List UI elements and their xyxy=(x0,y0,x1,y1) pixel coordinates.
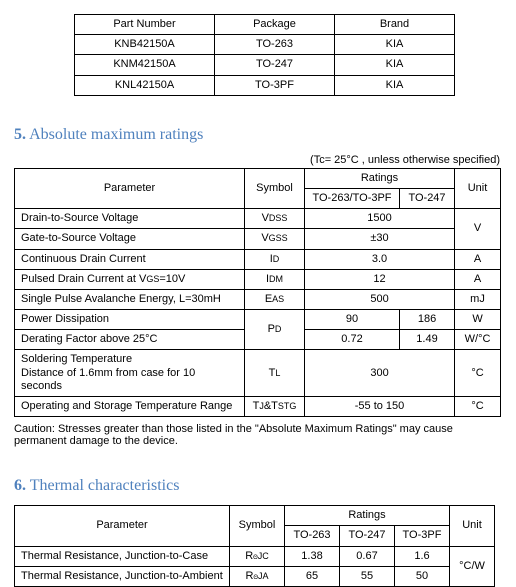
parts-header-row: Part Number Package Brand xyxy=(75,15,455,35)
param: Power Dissipation xyxy=(15,310,245,330)
value: 90 xyxy=(305,310,400,330)
section6-heading: 6. Thermal characteristics xyxy=(14,477,502,495)
hdr-c1: TO-263 xyxy=(285,526,340,546)
section-title: Thermal characteristics xyxy=(30,477,180,494)
cell: KNM42150A xyxy=(75,55,215,75)
hdr-parameter: Parameter xyxy=(15,168,245,208)
cell: KIA xyxy=(335,75,455,95)
tc-note: (Tc= 25°C , unless otherwise specified) xyxy=(14,154,500,166)
caution-note: Caution: Stresses greater than those lis… xyxy=(14,423,502,447)
parts-row: KNL42150A TO-3PF KIA xyxy=(75,75,455,95)
cell: KIA xyxy=(335,35,455,55)
hdr-unit: Unit xyxy=(455,168,501,208)
unit: °C/W xyxy=(450,546,495,586)
param: Pulsed Drain Current at VGS=10V xyxy=(15,269,245,289)
abs-max-table: Parameter Symbol Ratings Unit TO-263/TO-… xyxy=(14,168,501,417)
hdr-col-a: TO-263/TO-3PF xyxy=(305,188,400,208)
symbol: TL xyxy=(245,350,305,397)
cell: KIA xyxy=(335,55,455,75)
unit: W/°C xyxy=(455,330,501,350)
hdr-ratings: Ratings xyxy=(305,168,455,188)
param: Drain-to-Source Voltage xyxy=(15,209,245,229)
param: Continuous Drain Current xyxy=(15,249,245,269)
parts-row: KNM42150A TO-247 KIA xyxy=(75,55,455,75)
unit: A xyxy=(455,249,501,269)
value: -55 to 150 xyxy=(305,397,455,417)
value: 1.49 xyxy=(400,330,455,350)
value: 0.72 xyxy=(305,330,400,350)
cell: KNL42150A xyxy=(75,75,215,95)
cell: TO-247 xyxy=(215,55,335,75)
unit: W xyxy=(455,310,501,330)
hdr-parameter: Parameter xyxy=(15,506,230,546)
hdr-col-b: TO-247 xyxy=(400,188,455,208)
thermal-table: Parameter Symbol Ratings Unit TO-263 TO-… xyxy=(14,505,495,587)
parts-header-package: Package xyxy=(215,15,335,35)
value: 186 xyxy=(400,310,455,330)
hdr-ratings: Ratings xyxy=(285,506,450,526)
hdr-c3: TO-3PF xyxy=(395,526,450,546)
value: 12 xyxy=(305,269,455,289)
cell: KNB42150A xyxy=(75,35,215,55)
param: Thermal Resistance, Junction-to-Case xyxy=(15,546,230,566)
cell: TO-263 xyxy=(215,35,335,55)
param: Soldering TemperatureDistance of 1.6mm f… xyxy=(15,350,245,397)
symbol: PD xyxy=(245,310,305,350)
value: 1500 xyxy=(305,209,455,229)
section-number: 5. xyxy=(14,126,26,143)
param: Gate-to-Source Voltage xyxy=(15,229,245,249)
section-number: 6. xyxy=(14,477,26,494)
parts-header-partnum: Part Number xyxy=(75,15,215,35)
parts-row: KNB42150A TO-263 KIA xyxy=(75,35,455,55)
hdr-symbol: Symbol xyxy=(245,168,305,208)
param: Derating Factor above 25°C xyxy=(15,330,245,350)
unit: °C xyxy=(455,397,501,417)
symbol: RθJA xyxy=(230,566,285,586)
value: 0.67 xyxy=(340,546,395,566)
value: ±30 xyxy=(305,229,455,249)
parts-header-brand: Brand xyxy=(335,15,455,35)
symbol: IDM xyxy=(245,269,305,289)
value: 1.6 xyxy=(395,546,450,566)
param: Single Pulse Avalanche Energy, L=30mH xyxy=(15,289,245,309)
hdr-c2: TO-247 xyxy=(340,526,395,546)
value: 55 xyxy=(340,566,395,586)
symbol: ID xyxy=(245,249,305,269)
symbol: EAS xyxy=(245,289,305,309)
unit: V xyxy=(455,209,501,249)
value: 300 xyxy=(305,350,455,397)
symbol: VGSS xyxy=(245,229,305,249)
value: 3.0 xyxy=(305,249,455,269)
value: 500 xyxy=(305,289,455,309)
unit: A xyxy=(455,269,501,289)
value: 50 xyxy=(395,566,450,586)
cell: TO-3PF xyxy=(215,75,335,95)
unit: °C xyxy=(455,350,501,397)
section5-heading: 5. Absolute maximum ratings xyxy=(14,126,502,144)
unit: mJ xyxy=(455,289,501,309)
symbol: TJ&TSTG xyxy=(245,397,305,417)
hdr-unit: Unit xyxy=(450,506,495,546)
param: Operating and Storage Temperature Range xyxy=(15,397,245,417)
symbol: RθJC xyxy=(230,546,285,566)
value: 1.38 xyxy=(285,546,340,566)
parts-table: Part Number Package Brand KNB42150A TO-2… xyxy=(74,14,455,96)
hdr-symbol: Symbol xyxy=(230,506,285,546)
symbol: VDSS xyxy=(245,209,305,229)
section-title: Absolute maximum ratings xyxy=(29,126,203,143)
param: Thermal Resistance, Junction-to-Ambient xyxy=(15,566,230,586)
value: 65 xyxy=(285,566,340,586)
